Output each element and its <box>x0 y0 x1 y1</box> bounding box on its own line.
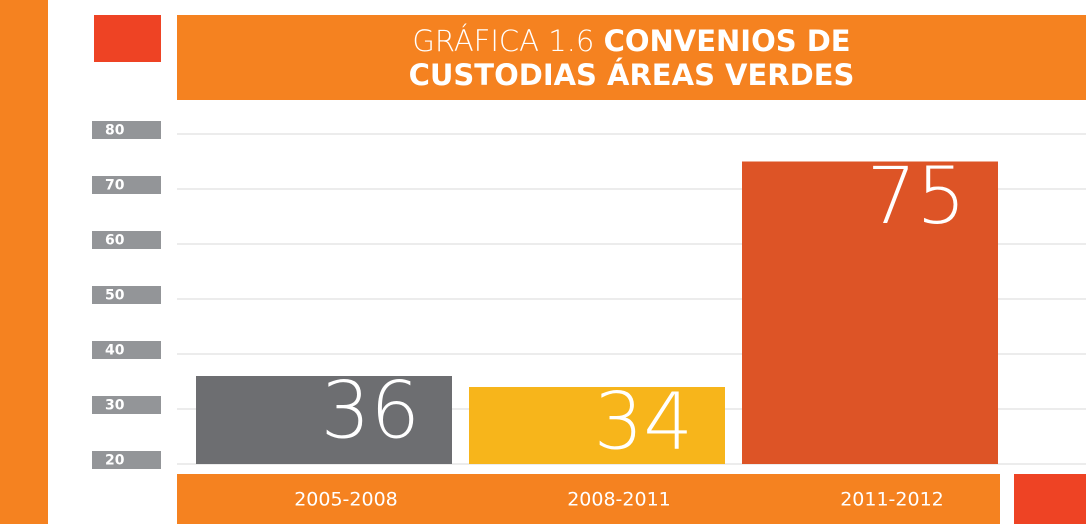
y-tick-box <box>92 396 161 414</box>
value-label: 36 <box>321 367 420 457</box>
category-band <box>177 474 1000 524</box>
x-tick-label: 2005-2008 <box>294 489 398 511</box>
y-tick-label: 20 <box>105 453 125 469</box>
title-box: GRÁFICA 1.6 CONVENIOS DE CUSTODIAS ÁREAS… <box>177 15 1086 100</box>
y-tick-box <box>92 176 161 194</box>
value-label: 75 <box>867 152 966 242</box>
bar <box>469 387 725 464</box>
y-tick-box <box>92 286 161 304</box>
y-tick-label: 30 <box>105 398 125 414</box>
title-label: GRÁFICA 1.6 <box>412 23 595 58</box>
title: GRÁFICA 1.6 CONVENIOS DE CUSTODIAS ÁREAS… <box>372 24 892 92</box>
corner-square <box>1014 474 1086 524</box>
x-tick-label: 2008-2011 <box>567 489 671 511</box>
x-tick-label: 2011-2012 <box>840 489 944 511</box>
corner-square <box>94 15 161 62</box>
chart-title: CONVENIOS DE CUSTODIAS ÁREAS VERDES <box>408 23 855 92</box>
y-tick-box <box>92 341 161 359</box>
side-band <box>0 0 48 524</box>
bar <box>742 161 998 464</box>
y-tick-label: 40 <box>105 343 125 359</box>
bar <box>196 376 452 464</box>
y-tick-label: 80 <box>105 123 125 139</box>
y-tick-label: 70 <box>105 178 125 194</box>
y-tick-label: 60 <box>105 233 125 249</box>
y-tick-box <box>92 231 161 249</box>
y-tick-box <box>92 121 161 139</box>
y-tick-label: 50 <box>105 288 125 304</box>
y-tick-box <box>92 451 161 469</box>
title-banner <box>177 15 1086 100</box>
value-label: 34 <box>594 378 693 468</box>
